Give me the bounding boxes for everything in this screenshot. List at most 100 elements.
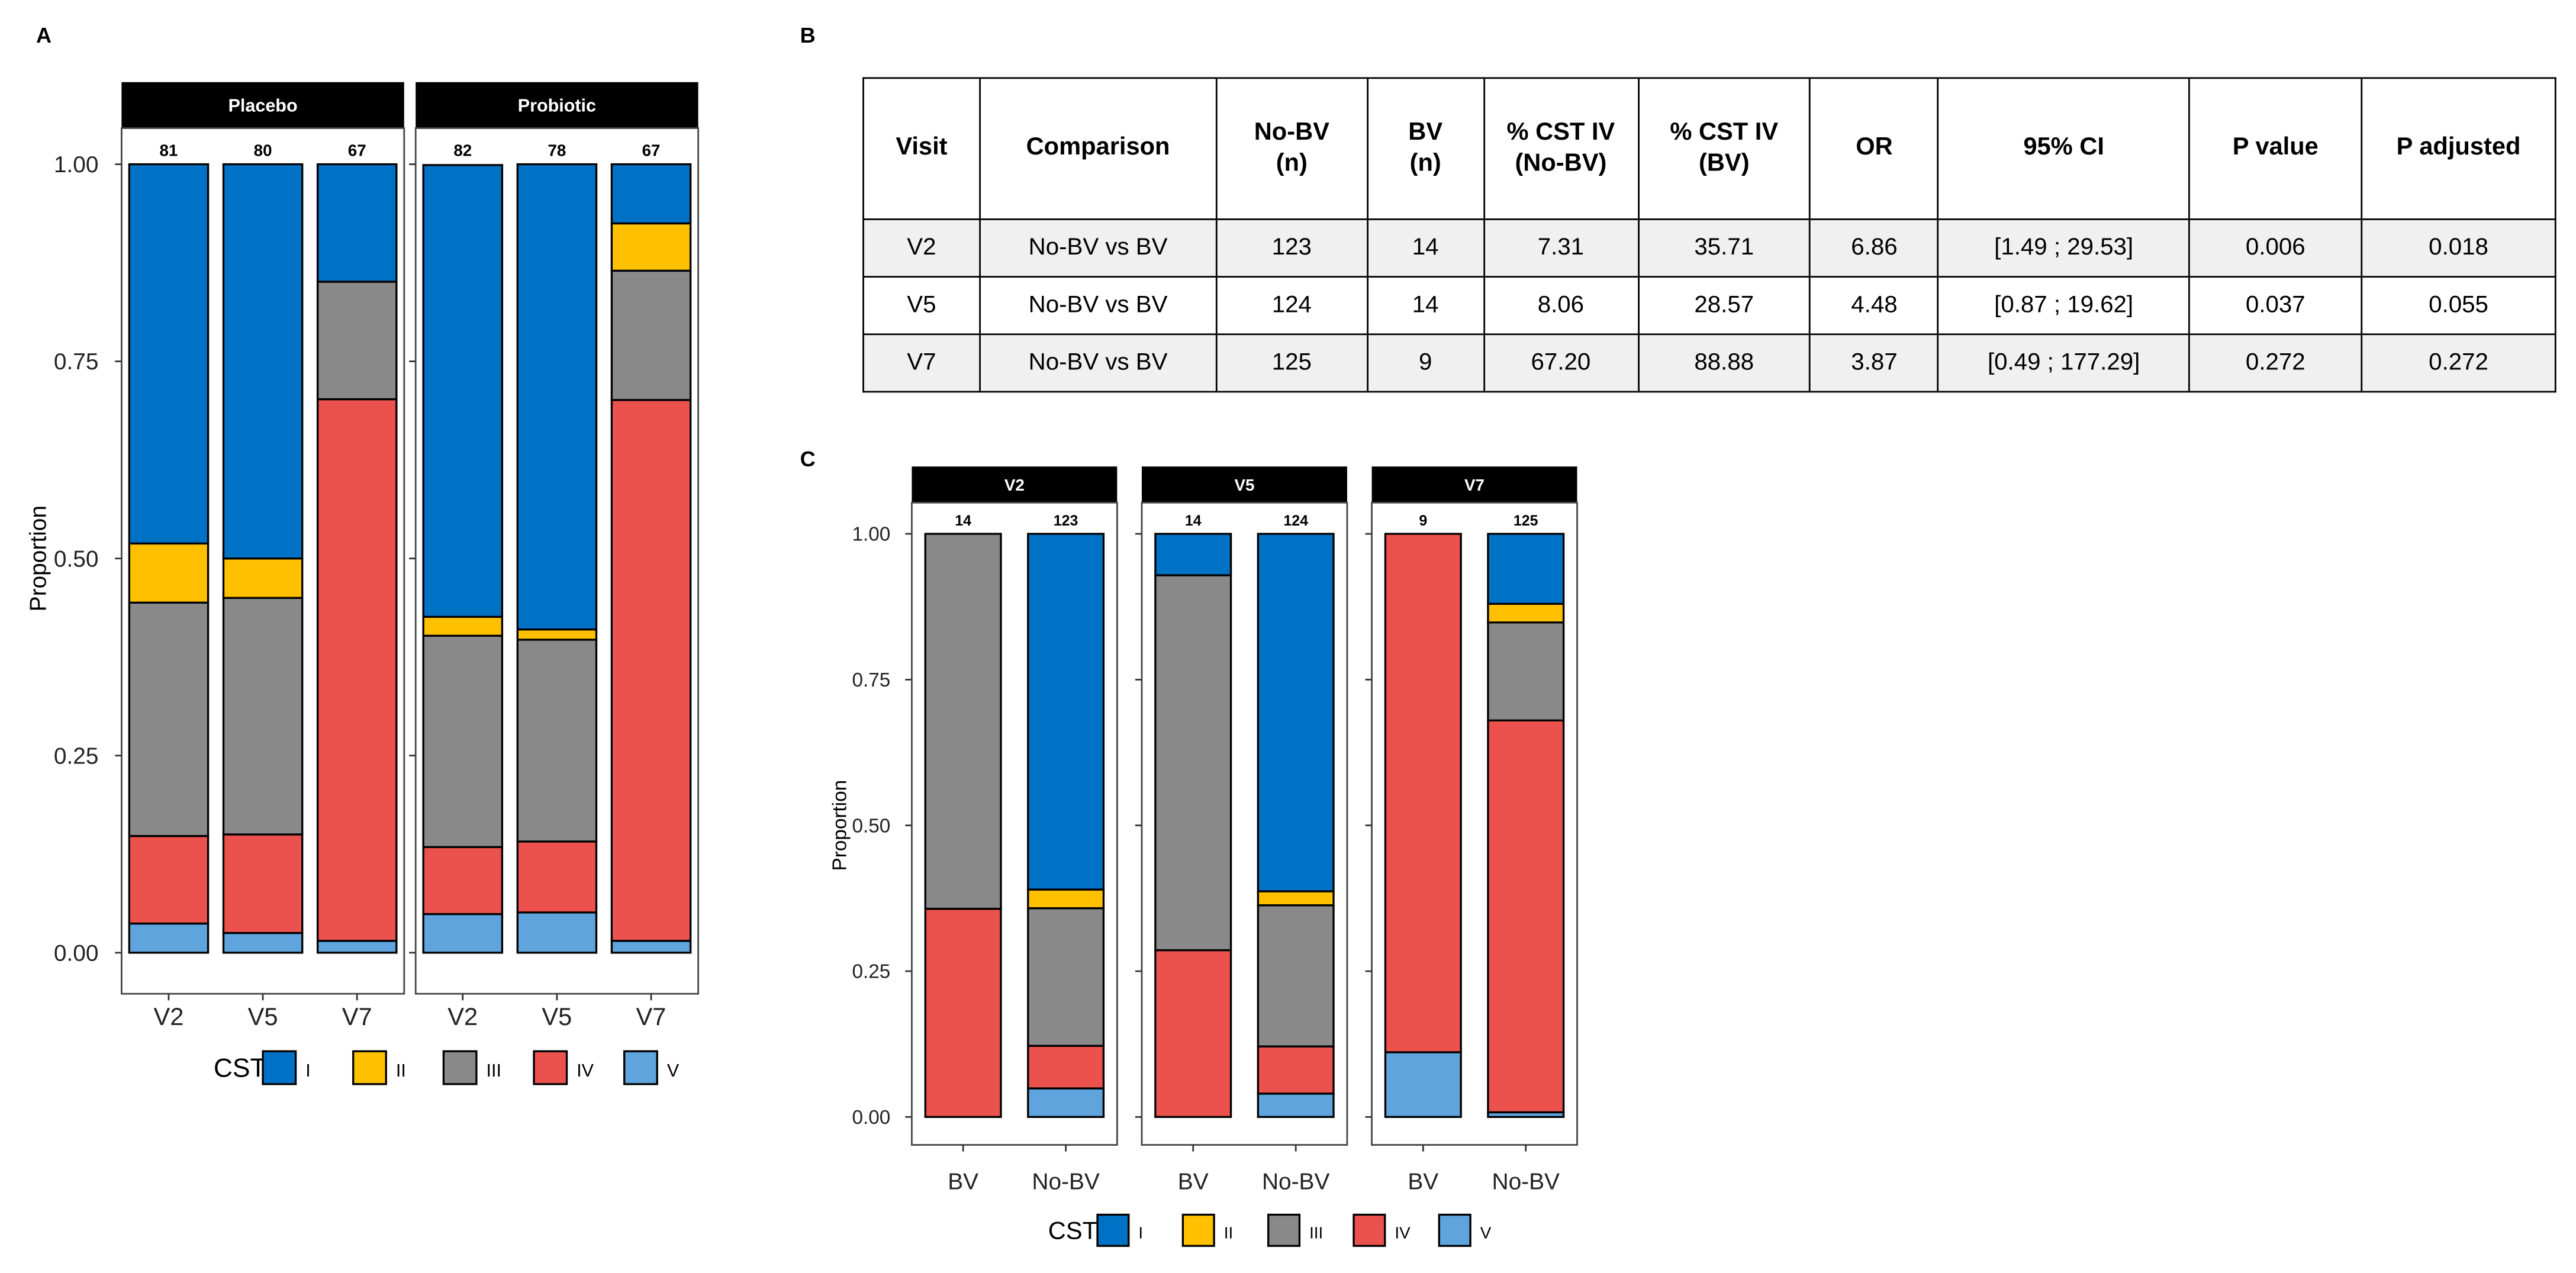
bar-segment-III-Probiotic-V5 [516,639,598,843]
n-label: 82 [453,141,472,160]
table-cell: [1.49 ; 29.53] [1937,218,2191,278]
n-label: 124 [1283,513,1308,529]
column-header: Visit [862,77,981,220]
x-tick-label: No-BV [1492,1169,1560,1194]
bar-segment-III-V2-No-BV [1027,907,1105,1047]
legend-label-II: II [1224,1224,1233,1242]
legend-swatch-IV [1353,1213,1386,1247]
n-label: 125 [1514,513,1538,529]
bar-segment-II-V7-No-BV [1487,602,1565,624]
facet-title: Placebo [228,96,298,116]
facet-panel-border [911,501,1118,1146]
y-axis-label: Proportion [829,780,851,871]
n-label: 81 [160,141,178,160]
legend-label-I: I [1138,1224,1143,1242]
facet-strip [121,82,404,128]
y-tick-label: 1.00 [852,524,891,546]
n-label: 123 [1054,513,1078,529]
y-axis-label: Proportion [26,505,51,611]
column-header: % CST IV (No-BV) [1483,77,1639,220]
x-tick-label: No-BV [1262,1169,1329,1194]
table-cell: 0.018 [2361,218,2556,278]
bar-segment-I-Probiotic-V5 [516,163,598,631]
bar-segment-I-V7-No-BV [1487,533,1565,605]
bar-segment-III-Placebo-V2 [128,601,210,837]
bar-segment-II-V2-No-BV [1027,888,1105,910]
bar-segment-III-Placebo-V5 [222,597,304,836]
table-row: V5 No-BV vs BV 124 14 8.06 28.57 4.48 [0.87 ; 1… [862,276,2556,336]
y-tick-label: 0.25 [852,961,891,983]
bar-segment-IV-V7-BV [1384,533,1462,1053]
bar-segment-V-Placebo-V5 [222,932,304,954]
bar-segment-IV-V5-No-BV [1257,1045,1335,1095]
column-header: Comparison [978,77,1218,220]
table-cell: 0.272 [2188,333,2363,393]
bar-segment-I-V5-No-BV [1257,533,1335,892]
table-cell: 6.86 [1809,218,1939,278]
table-cell: 35.71 [1637,218,1811,278]
bar-segment-IV-V5-BV [1154,949,1232,1119]
y-tick-label: 0.50 [852,815,891,837]
n-label: 14 [955,513,971,529]
facet-panel-border [1141,501,1348,1146]
legend-swatch-II [1181,1213,1215,1247]
column-header: % CST IV (BV) [1637,77,1811,220]
table-row: V7 No-BV vs BV 125 9 67.20 88.88 3.87 [0.49 ; 1… [862,333,2556,393]
y-tick-label: 0.25 [54,743,99,769]
legend-label-IV: IV [577,1061,594,1081]
legend-label-V: V [667,1061,680,1081]
table-cell: 3.87 [1809,333,1939,393]
bar-segment-IV-Placebo-V5 [222,833,304,934]
n-label: 80 [254,141,272,160]
column-header: BV (n) [1366,77,1485,220]
table-cell: V7 [862,333,981,393]
table-cell: 0.006 [2188,218,2363,278]
legend-label-I: I [305,1061,310,1081]
bar-segment-III-V2-BV [924,533,1002,910]
table-header-row: Visit Comparison No-BV (n) BV (n)% CST IV (… [862,77,2556,220]
table-cell: 0.037 [2188,276,2363,336]
table-cell: V2 [862,218,981,278]
table-cell: 0.055 [2361,276,2556,336]
bar-segment-V-V7-BV [1384,1051,1462,1119]
column-header: OR [1809,77,1939,220]
bar-segment-II-V5-No-BV [1257,890,1335,907]
table-cell: No-BV vs BV [978,276,1218,336]
odds-ratio-table: Visit Comparison No-BV (n) BV (n)% CST IV (… [862,77,2556,393]
y-tick-label: 0.00 [54,940,99,966]
bar-segment-V-V2-No-BV [1027,1087,1105,1119]
x-tick-label: V7 [342,1003,372,1030]
y-tick-label: 0.75 [852,669,891,691]
legend-label-II: II [396,1061,406,1081]
facet-title: V7 [1464,476,1485,494]
y-tick-label: 0.50 [54,546,99,572]
panel-label-a: A [36,22,52,48]
table-cell: V5 [862,276,981,336]
table-cell: [0.49 ; 177.29] [1937,333,2191,393]
y-tick-label: 0.00 [852,1107,891,1129]
table-cell: 67.20 [1483,333,1639,393]
facet-panel-border [1371,501,1578,1146]
bar-segment-II-Probiotic-V5 [516,628,598,641]
bar-segment-IV-Probiotic-V7 [610,399,692,942]
n-label: 67 [642,141,661,160]
bar-segment-II-Placebo-V5 [222,557,304,599]
n-label: 14 [1185,513,1202,529]
panel-label-c: C [800,446,816,472]
table-cell: 9 [1366,333,1485,393]
legend-label-V: V [1480,1224,1492,1242]
table-cell: 0.272 [2361,333,2556,393]
table-cell: 14 [1366,276,1485,336]
x-tick-label: V5 [542,1003,572,1030]
n-label: 78 [548,141,566,160]
table-cell: 4.48 [1809,276,1939,336]
bar-segment-III-Placebo-V7 [316,281,398,401]
bar-segment-I-Placebo-V5 [222,163,304,560]
x-tick-label: V2 [447,1003,478,1030]
legend-title: CST [214,1054,266,1083]
table-cell: No-BV vs BV [978,218,1218,278]
legend-swatch-I [1096,1213,1130,1247]
table-cell: 125 [1215,333,1368,393]
bar-segment-IV-Placebo-V2 [128,834,210,925]
bar-segment-I-Probiotic-V2 [422,164,504,618]
